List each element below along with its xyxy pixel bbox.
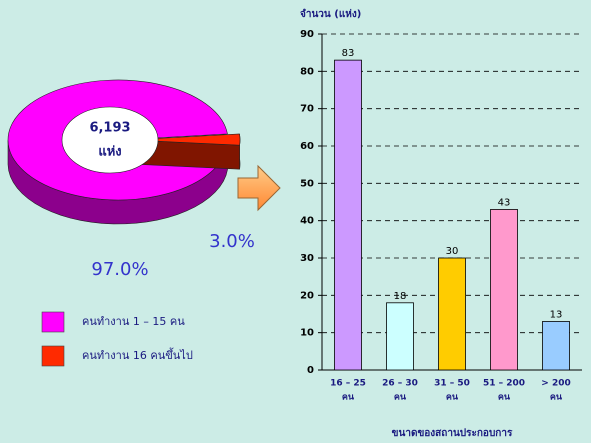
pie-slice — [129, 133, 241, 146]
y-tick-label: 10 — [300, 328, 314, 339]
y-tick-label: 60 — [300, 141, 314, 152]
y-axis-label: จำนวน (แห่ง) — [300, 8, 361, 20]
value-label: 83 — [342, 48, 355, 59]
x-tick-label: คน — [394, 393, 407, 403]
value-label: 97.0% — [91, 259, 148, 280]
y-tick-label: 40 — [300, 216, 314, 227]
bar — [334, 59, 362, 371]
legend-swatch — [41, 311, 65, 333]
bar — [438, 257, 466, 371]
arrow — [237, 164, 281, 212]
x-tick-label: คน — [446, 393, 459, 403]
x-tick-label: > 200 — [541, 379, 570, 389]
value-label: 30 — [446, 246, 459, 257]
legend-label: คนทำงาน 16 คนขึ้นไป — [82, 347, 193, 362]
x-tick-label: 31 – 50 — [434, 379, 470, 389]
value-label: 13 — [550, 309, 563, 320]
bar — [542, 321, 570, 371]
center-text: แห่ง — [98, 145, 121, 160]
center-hole — [61, 106, 159, 174]
y-tick-label: 70 — [300, 104, 314, 115]
y-tick-label: 30 — [300, 253, 314, 264]
x-tick-label: คน — [498, 393, 511, 403]
pie-chart: 6,193 แห่ง 97.0% 3.0% คนทำงาน 1 – 15 คนคนทำง… — [7, 79, 255, 367]
x-axis-label: ขนาดของสถานประกอบการ — [392, 427, 513, 439]
x-tick-label: คน — [550, 393, 563, 403]
bar-chart: 0 10 20 30 40 50 60 70 80 90 83 16 – 25 คน 18 26 – 30 ค… — [300, 8, 582, 439]
x-tick-label: 51 – 200 — [483, 379, 525, 389]
y-tick-label: 20 — [300, 290, 314, 301]
x-tick-label: 16 – 25 — [330, 379, 366, 389]
y-tick-label: 90 — [300, 29, 314, 40]
legend-swatch — [41, 345, 65, 367]
center-text: 6,193 — [89, 121, 130, 136]
bar — [386, 302, 414, 371]
value-label: 18 — [394, 291, 407, 302]
y-tick-label: 0 — [307, 365, 314, 376]
y-tick-label: 50 — [300, 178, 314, 189]
y-tick-label: 80 — [300, 66, 314, 77]
value-label: 43 — [498, 197, 511, 208]
x-tick-label: คน — [342, 393, 355, 403]
x-tick-label: 26 – 30 — [382, 379, 418, 389]
value-label: 3.0% — [209, 231, 255, 252]
bar — [490, 209, 518, 371]
legend-label: คนทำงาน 1 – 15 คน — [82, 315, 185, 328]
